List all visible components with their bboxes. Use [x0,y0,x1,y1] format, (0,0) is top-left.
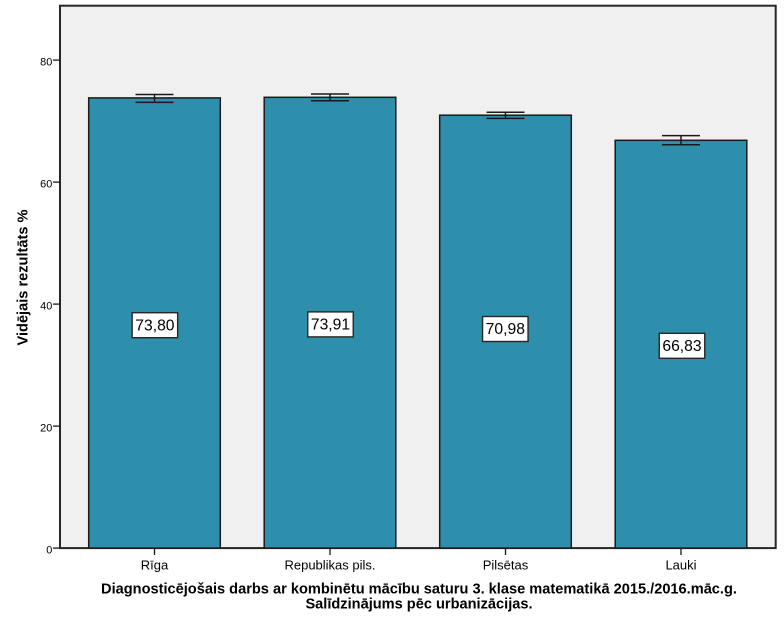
svg-text:Diagnosticējošais darbs ar kom: Diagnosticējošais darbs ar kombinētu māc… [101,582,737,598]
svg-text:0: 0 [46,545,52,557]
svg-text:Vidējais rezultāts %: Vidējais rezultāts % [15,209,31,345]
svg-text:66,83: 66,83 [662,338,702,355]
svg-text:73,80: 73,80 [135,317,175,334]
svg-text:Republikas pils.: Republikas pils. [284,558,375,573]
svg-text:Rīga: Rīga [141,558,169,573]
svg-text:Salīdzinājums pēc urbanizācija: Salīdzinājums pēc urbanizācijas. [305,596,532,612]
svg-text:40: 40 [40,301,52,313]
svg-text:20: 20 [40,423,52,435]
svg-text:70,98: 70,98 [486,321,526,338]
svg-text:Lauki: Lauki [665,558,696,573]
svg-text:80: 80 [40,57,52,69]
svg-text:Pilsētas: Pilsētas [483,558,529,573]
svg-text:60: 60 [40,179,52,191]
svg-text:73,91: 73,91 [311,317,350,334]
